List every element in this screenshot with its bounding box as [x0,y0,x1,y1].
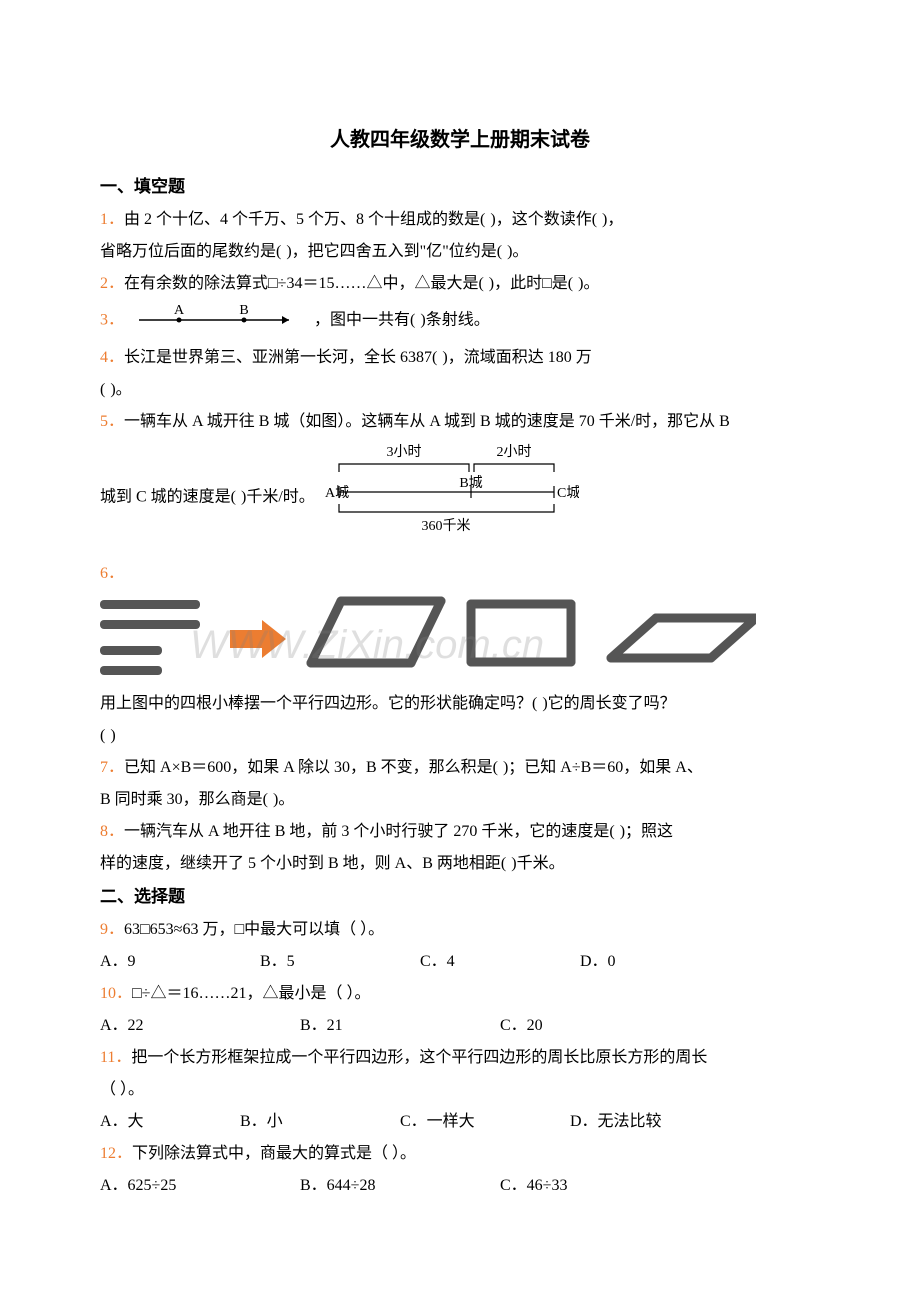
q7-c: B 同时乘 30，那么商是( [100,791,268,808]
page-title: 人教四年级数学上册期末试卷 [100,120,820,160]
q10-opt-b: B．21 [300,1010,500,1042]
time-label-1: 3小时 [386,444,421,460]
question-7: 7．已知 A×B＝600，如果 A 除以 30，B 不变，那么积是( )；已知 … [100,752,820,816]
qnum-12: 12． [100,1145,132,1162]
q4-b: )，流域面积达 180 万 [442,349,591,366]
q10-options: A．22 B．21 C．20 [100,1010,820,1042]
question-11: 11．把一个长方形框架拉成一个平行四边形，这个平行四边形的周长比原长方形的周长 … [100,1042,820,1138]
q10-stem: □÷△＝16……21，△最小是（ ）。 [132,985,370,1002]
q5-a: 一辆车从 A 城开往 B 城（如图）。这辆车从 A 城到 B 城的速度是 70 … [124,413,730,430]
question-2: 2．在有余数的除法算式□÷34＝15……△中，△最大是( )，此时□是( )。 [100,268,820,300]
q10-opt-a: A．22 [100,1010,300,1042]
qnum-4: 4． [100,349,124,366]
q11-options: A．大 B．小 C．一样大 D．无法比较 [100,1106,820,1138]
q4-d: )。 [110,381,131,398]
question-10: 10．□÷△＝16……21，△最小是（ ）。 A．22 B．21 C．20 [100,978,820,1042]
q12-options: A．625÷25 B．644÷28 C．46÷33 [100,1170,820,1202]
q12-opt-b: B．644÷28 [300,1170,500,1202]
q11-opt-c: C．一样大 [400,1106,570,1138]
qnum-2: 2． [100,275,124,292]
q11-opt-d: D．无法比较 [570,1106,730,1138]
qnum-1: 1． [100,211,124,228]
qnum-7: 7． [100,759,124,776]
question-1: 1．由 2 个十亿、4 个千万、5 个万、8 个十组成的数是( )，这个数读作(… [100,204,820,268]
q8-b: )；照这 [620,823,673,840]
time-label-2: 2小时 [496,444,531,460]
q2-c: )。 [578,275,599,292]
q11-opt-a: A．大 [100,1106,240,1138]
city-c-label: C城 [557,485,579,501]
qnum-9: 9． [100,921,124,938]
q6-d: ) [110,727,115,744]
q9-stem: 63□653≈63 万，□中最大可以填（ ）。 [124,921,384,938]
question-4: 4．长江是世界第三、亚洲第一长河，全长 6387( )，流域面积达 180 万 … [100,342,820,406]
q7-a: 已知 A×B＝600，如果 A 除以 30，B 不变，那么积是( [124,759,498,776]
sticks-figure [100,596,820,682]
q9-options: A．9 B．5 C．4 D．0 [100,946,820,978]
qnum-10: 10． [100,985,132,1002]
question-9: 9．63□653≈63 万，□中最大可以填（ ）。 A．9 B．5 C．4 D．… [100,914,820,978]
q3-b: )条射线。 [420,312,489,329]
q10-opt-c: C．20 [500,1010,700,1042]
arrow-icon [230,614,286,664]
q7-d: )。 [273,791,294,808]
q7-b: )；已知 A÷B＝60，如果 A、 [503,759,703,776]
section-1-heading: 一、填空题 [100,170,820,204]
q5-b: 城到 C 城的速度是( [100,489,236,506]
q6-a: 用上图中的四根小棒摆一个平行四边形。它的形状能确定吗？( [100,695,537,712]
q6-b: )它的周长变了吗？ [542,695,675,712]
q2-b: )，此时□是( [489,275,573,292]
parallelogram-2 [606,596,756,682]
q8-c: 样的速度，继续开了 5 个小时到 B 地，则 A、B 两地相距( [100,855,506,872]
parallelogram-1 [306,596,446,682]
q11-opt-b: B．小 [240,1106,400,1138]
q1-text-2b: )，把它四舍五入到"亿"位约是( [286,243,502,260]
q1-text-2a: 省略万位后面的尾数约是( [100,243,281,260]
question-8: 8．一辆汽车从 A 地开往 B 地，前 3 个小时行驶了 270 千米，它的速度… [100,816,820,880]
ray-diagram: A B [134,300,304,342]
question-3: 3． A B ，图中一共有( )条射线。 [100,300,820,342]
q12-stem: 下列除法算式中，商最大的算式是（ ）。 [132,1145,416,1162]
q8-a: 一辆汽车从 A 地开往 B 地，前 3 个小时行驶了 270 千米，它的速度是( [124,823,615,840]
city-b-label: B城 [459,475,482,491]
q12-opt-c: C．46÷33 [500,1170,700,1202]
qnum-3: 3． [100,312,124,329]
question-12: 12．下列除法算式中，商最大的算式是（ ）。 A．625÷25 B．644÷28… [100,1138,820,1202]
q9-opt-c: C．4 [420,946,580,978]
distance-label: 360千米 [421,518,470,534]
question-6: 6． [100,558,820,752]
q11-stem-b: （ ）。 [100,1081,144,1098]
q9-opt-a: A．9 [100,946,260,978]
qnum-6: 6． [100,565,124,582]
q9-opt-b: B．5 [260,946,420,978]
q1-text-1b: )，这个数读作( [490,211,597,228]
city-diagram: 3小时 2小时 A城 B城 C城 360千米 [319,442,579,554]
q8-d: )千米。 [511,855,564,872]
ray-label-a: A [174,303,185,318]
q5-c: )千米/时。 [241,489,315,506]
question-5: 5．一辆车从 A 城开往 B 城（如图）。这辆车从 A 城到 B 城的速度是 7… [100,406,820,558]
q12-opt-a: A．625÷25 [100,1170,300,1202]
q1-text-1c: )， [602,211,623,228]
rectangle-shape [466,596,586,682]
qnum-8: 8． [100,823,124,840]
q4-a: 长江是世界第三、亚洲第一长河，全长 6387( [124,349,437,366]
q1-text-2c: )。 [507,243,528,260]
q2-a: 在有余数的除法算式□÷34＝15……△中，△最大是( [124,275,484,292]
q1-text-1a: 由 2 个十亿、4 个千万、5 个万、8 个十组成的数是( [124,211,485,228]
qnum-5: 5． [100,413,124,430]
sticks-left [100,596,210,682]
qnum-11: 11． [100,1049,131,1066]
q3-a: ，图中一共有( [314,312,415,329]
q11-stem-a: 把一个长方形框架拉成一个平行四边形，这个平行四边形的周长比原长方形的周长 [131,1049,707,1066]
city-a-label: A城 [325,485,349,501]
q9-opt-d: D．0 [580,946,740,978]
ray-label-b: B [239,303,248,318]
section-2-heading: 二、选择题 [100,880,820,914]
